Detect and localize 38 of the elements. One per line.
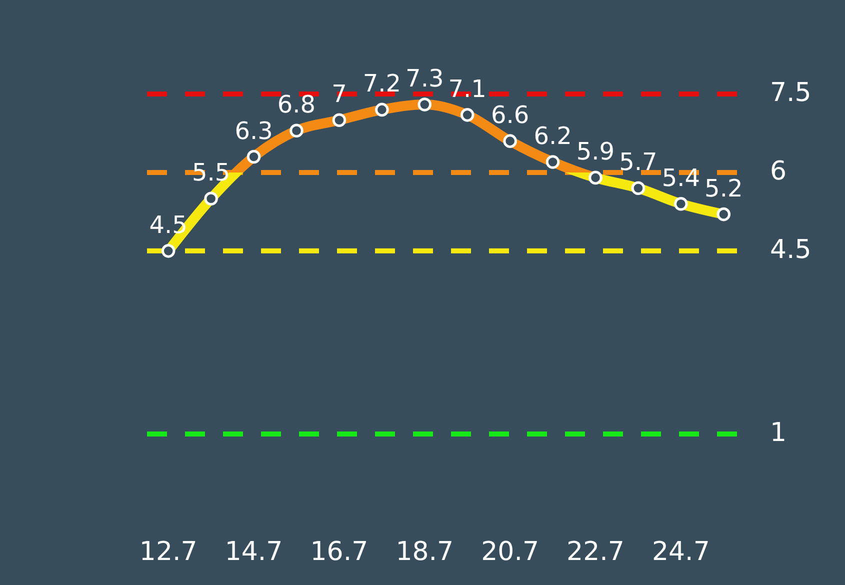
x-tick-label: 22.7 (566, 537, 624, 567)
data-label: 7.2 (362, 70, 402, 98)
point (716, 207, 731, 222)
point (332, 113, 346, 128)
data-label: 5.9 (576, 138, 615, 166)
data-label: 6.8 (277, 90, 316, 119)
point (674, 196, 688, 211)
data-label: 4.5 (149, 210, 188, 239)
point (204, 192, 218, 206)
point (161, 244, 176, 258)
data-label: 6.6 (490, 101, 530, 130)
point (546, 155, 560, 169)
point (418, 98, 432, 112)
x-tick-label: 18.7 (396, 537, 454, 567)
data-label: 5.4 (662, 164, 700, 192)
x-tick-label: 24.7 (652, 537, 710, 567)
data-label: 6.2 (534, 122, 572, 150)
point (246, 150, 261, 164)
data-label: 6.3 (234, 116, 273, 145)
data-label: 5.5 (192, 158, 230, 187)
point (503, 134, 517, 148)
data-label: 5.7 (619, 148, 658, 176)
point (631, 181, 646, 196)
point (460, 108, 474, 122)
x-tick-label: 14.7 (224, 537, 283, 567)
data-label: 7.3 (406, 64, 444, 92)
x-tick-label: 12.7 (139, 537, 198, 567)
data-label: 7.1 (448, 74, 486, 103)
ref-line-label: 7.5 (770, 78, 812, 108)
ref-line-label: 4.5 (770, 235, 812, 266)
ref-line-label: 6 (770, 156, 787, 187)
x-tick-label: 16.7 (310, 537, 368, 567)
point (588, 170, 602, 185)
x-tick-label: 20.7 (481, 537, 540, 567)
point (375, 102, 389, 117)
data-label: 5.2 (704, 174, 743, 202)
ref-line-label: 1 (770, 418, 787, 448)
point (290, 124, 304, 138)
